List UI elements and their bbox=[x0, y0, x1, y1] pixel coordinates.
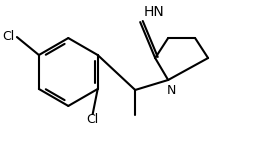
Text: Cl: Cl bbox=[87, 113, 99, 126]
Text: HN: HN bbox=[143, 5, 164, 19]
Text: Cl: Cl bbox=[3, 30, 15, 43]
Text: N: N bbox=[166, 84, 176, 97]
